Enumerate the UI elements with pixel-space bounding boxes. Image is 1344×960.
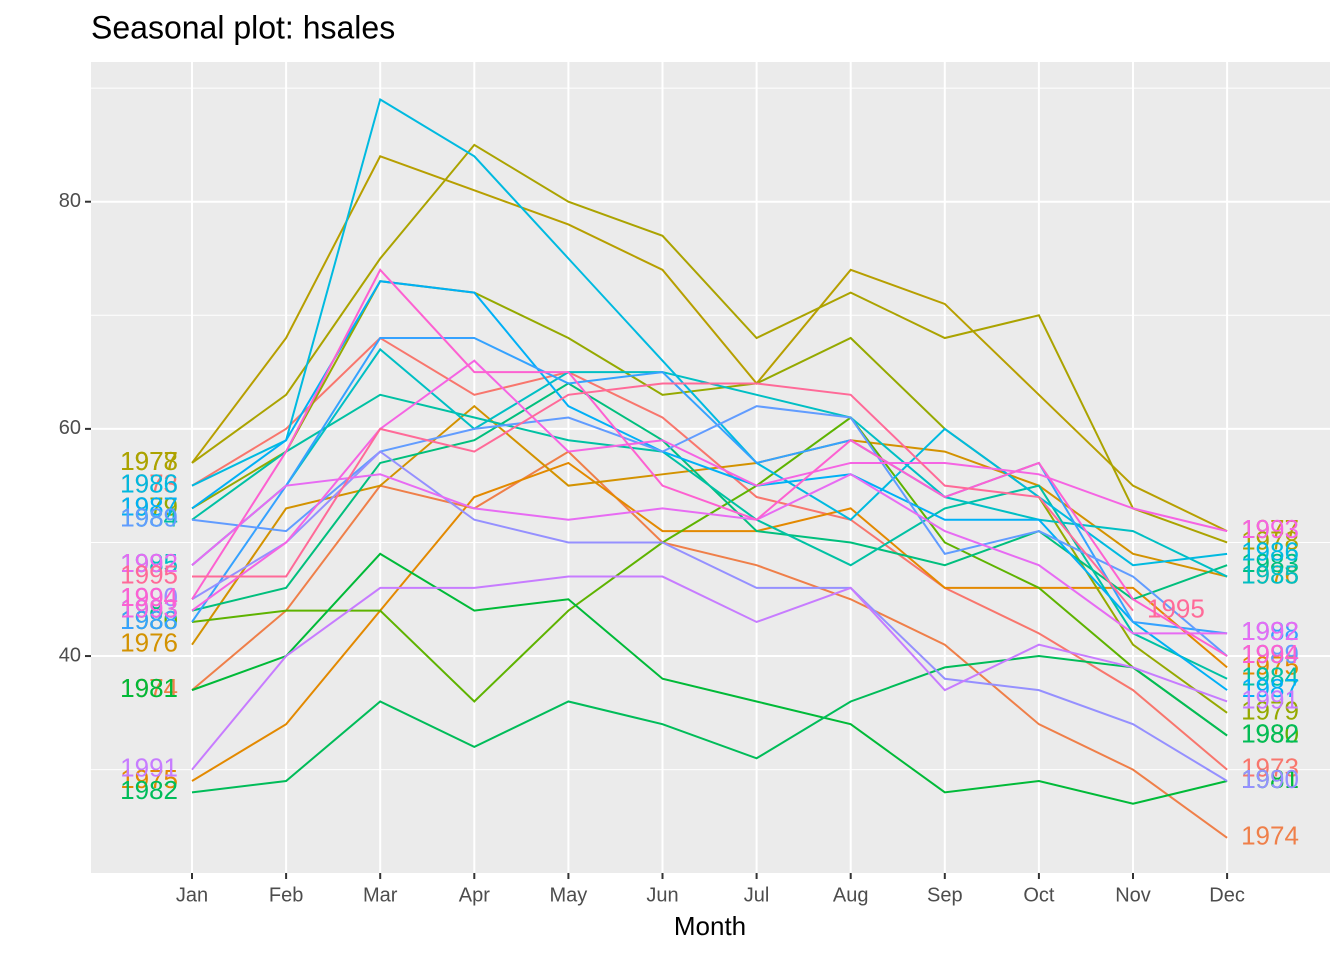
series-label-end: 1985 (1241, 559, 1299, 589)
series-label-end: 1983 (1241, 548, 1299, 578)
x-tick-label: Oct (1023, 884, 1055, 906)
series-label-start: 1989 (120, 503, 178, 533)
series-label-end: 1980 (1241, 718, 1299, 748)
series-label-end: 1976 (1241, 559, 1299, 589)
series-label-end: 1979 (1241, 696, 1299, 726)
series-label-start: 1994 (120, 582, 178, 612)
series-label-start: 1982 (120, 775, 178, 805)
series-line (191, 336, 1228, 771)
series-label-end: 1986 (1241, 537, 1299, 567)
series-line (191, 655, 1228, 794)
series-label-start: 1976 (120, 628, 178, 658)
y-tick-label: 60 (59, 417, 81, 439)
series-label-start: 1977 (120, 446, 178, 476)
series-label-start: 1979 (120, 491, 178, 521)
x-tick-label: May (550, 884, 588, 906)
series-label-start: 1984 (120, 503, 178, 533)
series-line (191, 268, 1228, 657)
series-label-start: 1988 (120, 605, 178, 635)
series-label-start: 1991 (120, 753, 178, 783)
series-label-start: 1990 (120, 582, 178, 612)
series-label-start: 1986 (120, 469, 178, 499)
x-tick-label: Jul (744, 884, 770, 906)
series-label-start: 1983 (120, 593, 178, 623)
series-label-end: 1992 (1241, 616, 1299, 646)
series-label-end: 1978 (1241, 525, 1299, 555)
series-line (191, 461, 1228, 782)
series-label-start: 1992 (120, 548, 178, 578)
series-line (191, 359, 1228, 612)
series-line (191, 337, 1228, 635)
series-line (191, 552, 1228, 805)
series-label-end: 1988 (1241, 616, 1299, 646)
x-tick-label: Jun (646, 884, 678, 906)
series-label-start: 1987 (120, 491, 178, 521)
series-label-end: 1993 (1241, 514, 1299, 544)
x-tick-label: Aug (833, 884, 869, 906)
series-label-end: 1981 (1241, 764, 1299, 794)
series-label-start: 1985 (120, 548, 178, 578)
series-label-end: 1975 (1241, 650, 1299, 680)
series-line (192, 382, 1134, 612)
series-label-start: 1973 (120, 469, 178, 499)
series-label-start: 1993 (120, 593, 178, 623)
series-line (191, 450, 1228, 782)
series-label-end: 1974 (1241, 821, 1299, 851)
x-tick-label: Feb (269, 884, 303, 906)
series-label-start: 1975 (120, 764, 178, 794)
series-line (191, 393, 1228, 680)
x-axis-label: Month (674, 911, 746, 941)
series-label-end: 1991 (1241, 684, 1299, 714)
series-label-end: 1977 (1241, 514, 1299, 544)
series-label-end: 1984 (1241, 662, 1299, 692)
series-label-end: 1987 (1241, 673, 1299, 703)
series-line (191, 575, 1228, 771)
x-tick-label: Dec (1209, 884, 1245, 906)
series-line (191, 405, 1228, 657)
series-label-end: 1990 (1241, 764, 1299, 794)
series-line (191, 97, 1228, 567)
series-line (191, 143, 1228, 544)
series-label-end: 1989 (1241, 639, 1299, 669)
x-tick-label: Mar (363, 884, 398, 906)
series-label-end: 1973 (1241, 753, 1299, 783)
y-tick-label: 40 (59, 644, 81, 666)
series-line (191, 155, 1228, 533)
series-line (191, 473, 1228, 635)
series-label-end: 1995 (1147, 593, 1205, 623)
x-tick-label: Nov (1115, 884, 1151, 906)
series-label-start: 1981 (120, 673, 178, 703)
series-label-start: 1980 (120, 605, 178, 635)
x-tick-label: Apr (459, 884, 490, 906)
series-line (191, 450, 1228, 839)
x-tick-label: Sep (927, 884, 963, 906)
series-label-end: 1982 (1241, 718, 1299, 748)
chart-title: Seasonal plot: hsales (91, 9, 395, 45)
series-label-start: 1974 (120, 673, 178, 703)
series-label-end: 1994 (1241, 639, 1299, 669)
x-tick-label: Jan (176, 884, 208, 906)
y-tick-label: 80 (59, 190, 81, 212)
series-line (191, 280, 1228, 691)
series-label-start: 1995 (120, 559, 178, 589)
series-label-start: 1978 (120, 446, 178, 476)
